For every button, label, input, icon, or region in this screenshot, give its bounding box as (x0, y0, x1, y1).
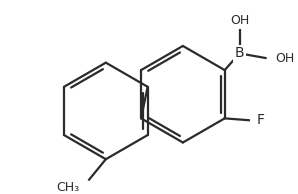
Text: CH₃: CH₃ (57, 181, 80, 194)
Text: F: F (256, 113, 264, 127)
Text: OH: OH (230, 14, 249, 27)
Text: B: B (235, 46, 244, 60)
Text: OH: OH (275, 52, 294, 65)
